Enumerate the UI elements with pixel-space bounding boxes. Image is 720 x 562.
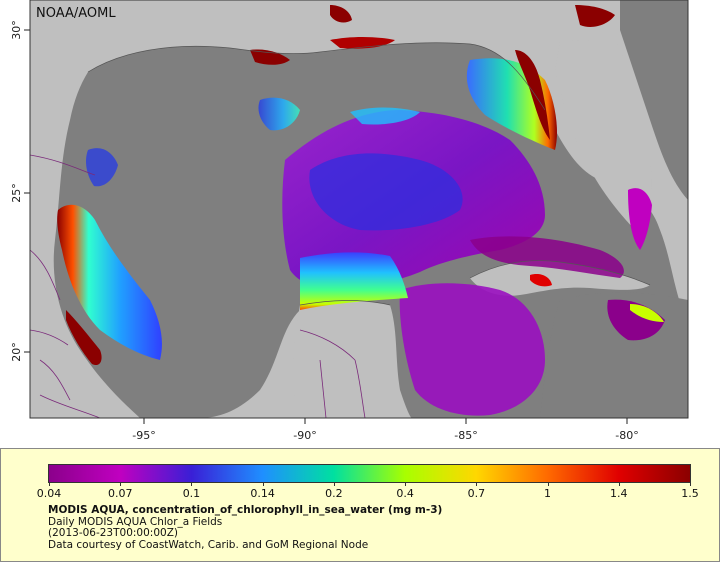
colorbar-tick <box>333 482 335 486</box>
map-border <box>29 0 689 419</box>
colorbar-tick <box>120 482 122 486</box>
bahamas-patch <box>628 188 652 250</box>
legend-subtitle: Daily MODIS AQUA Chlor_a Fields <box>48 515 223 528</box>
cuba-red-patch <box>530 274 552 287</box>
colorbar-label: 1.5 <box>681 487 699 500</box>
coastlines <box>87 42 651 306</box>
lon-label-85: -85° <box>454 429 477 442</box>
lon-label-95: -95° <box>132 429 155 442</box>
northeast-shelf <box>575 5 615 27</box>
florida-peninsula <box>555 40 652 235</box>
legend-panel: MODIS AQUA, concentration_of_chlorophyll… <box>0 448 720 562</box>
west-blue-patches <box>86 148 118 187</box>
mexico-coast-plume <box>57 204 162 360</box>
colorbar-label: 0.7 <box>467 487 486 500</box>
lat-label-20: 20° <box>10 342 23 362</box>
northcentral-cyan-patch <box>350 107 420 125</box>
legend-title: MODIS AQUA, concentration_of_chlorophyll… <box>48 504 443 516</box>
colorbar <box>48 464 691 483</box>
colorbar-label: 0.04 <box>36 487 62 500</box>
lon-label-90: -90° <box>293 429 316 442</box>
colorbar-tick <box>49 482 50 486</box>
louisiana-shelf <box>250 49 290 65</box>
colorbar-label: 1.4 <box>610 487 628 500</box>
lat-label-25: 25° <box>10 183 23 203</box>
atlantic-region <box>620 0 688 200</box>
blue-patches <box>309 153 463 231</box>
chlorophyll-map: -95° -90° -85° -80° 30° 25° 20° NOAA/AOM… <box>10 0 689 442</box>
colorbar-tick <box>476 482 478 486</box>
colorbar-label: 0.07 <box>107 487 133 500</box>
lat-label-30: 30° <box>10 20 23 40</box>
cuba-north-band <box>470 236 624 278</box>
colorbar-tick <box>191 482 193 486</box>
colorbar-label: 0.2 <box>325 487 343 500</box>
latitude-ticks <box>24 29 30 353</box>
political-borders <box>29 154 366 419</box>
colorbar-tick <box>690 482 691 486</box>
longitude-ticks <box>143 418 628 424</box>
cuba-island <box>470 260 650 296</box>
legend-text: MODIS AQUA, concentration_of_chlorophyll… <box>48 504 443 551</box>
texas-dark-patch <box>330 5 352 23</box>
mexico-coast-red <box>66 310 102 366</box>
map-credit: NOAA/AOML <box>36 6 116 21</box>
north-blue-patch <box>258 97 300 131</box>
colorbar-tick <box>262 482 264 486</box>
colorbar-label: 0.14 <box>250 487 275 500</box>
florida-red-edge <box>515 50 550 140</box>
map-frame: -95° -90° -85° -80° 30° 25° 20° NOAA/AOM… <box>10 0 689 442</box>
lon-label-80: -80° <box>615 429 638 442</box>
colorbar-label: 0.1 <box>182 487 201 500</box>
colorbar-tick <box>405 482 407 486</box>
southeast-swath <box>399 283 545 416</box>
colorbar-tick <box>618 482 620 486</box>
legend-courtesy: Data courtesy of CoastWatch, Carib. and … <box>48 538 369 551</box>
campeche-bank-plume <box>300 252 408 310</box>
colorbar-label: 1 <box>544 487 552 500</box>
caribbean-bank-yellow <box>630 304 664 322</box>
colorbar-label: 0.4 <box>396 487 414 500</box>
legend-date: (2013-06-23T00:00:00Z) <box>48 527 178 539</box>
colorbar-tick <box>547 482 549 486</box>
